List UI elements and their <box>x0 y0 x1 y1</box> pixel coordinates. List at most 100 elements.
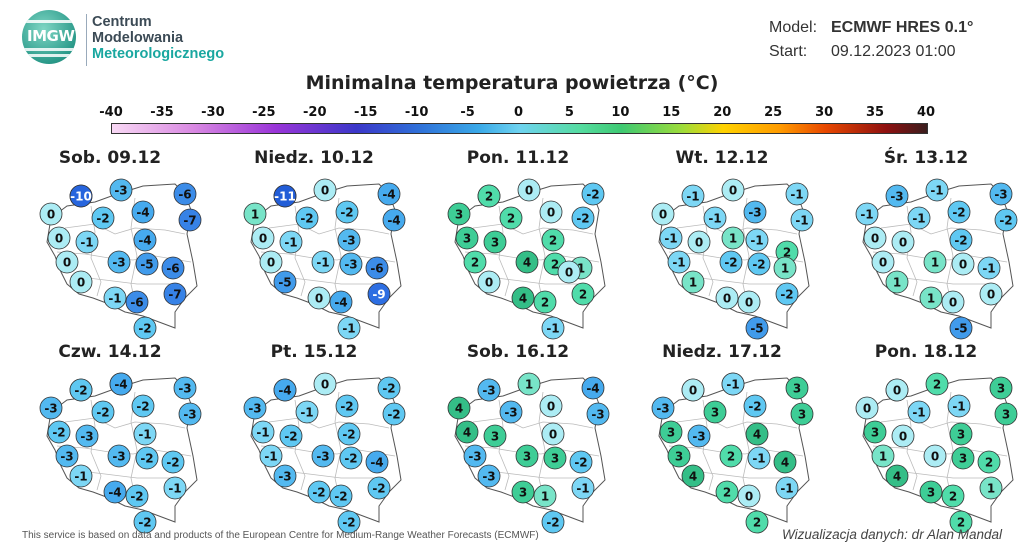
station-marker <box>785 376 809 400</box>
station-temperature: 1 <box>525 378 533 392</box>
station-marker <box>907 400 931 424</box>
station-marker <box>337 228 361 252</box>
station-marker <box>919 286 943 310</box>
voivodeship-border <box>880 223 1002 235</box>
scale-tick-label: 25 <box>764 105 783 120</box>
station-temperature: 1 <box>893 276 901 290</box>
station-marker <box>977 450 1001 474</box>
station-temperature: -3 <box>60 450 73 464</box>
station-marker <box>477 184 501 208</box>
station-marker <box>91 400 115 424</box>
day-title: Pt. 15.12 <box>270 342 358 362</box>
station-temperature: -4 <box>108 486 121 500</box>
station-temperature: 0 <box>723 292 731 306</box>
station-marker <box>979 282 1003 306</box>
day-title: Wt. 12.12 <box>675 148 769 168</box>
station-marker <box>989 182 1013 206</box>
station-temperature: -2 <box>140 452 153 466</box>
station-temperature: 0 <box>315 292 323 306</box>
station-marker <box>382 402 406 426</box>
station-marker <box>133 316 157 340</box>
logo-line-2: Modelowania <box>92 30 184 46</box>
map-title: Minimalna temperatura powietrza (°C) <box>305 72 719 94</box>
station-marker <box>178 402 202 426</box>
station-temperature: 2 <box>551 258 559 272</box>
station-marker <box>365 256 389 280</box>
station-marker <box>313 372 337 396</box>
station-marker <box>103 480 127 504</box>
station-marker <box>925 372 949 396</box>
station-temperature: 2 <box>727 450 735 464</box>
station-temperature: 0 <box>689 384 697 398</box>
station-marker <box>790 208 814 232</box>
station-marker <box>979 476 1003 500</box>
station-marker <box>273 378 297 402</box>
voivodeship-border <box>472 223 594 235</box>
station-marker <box>515 250 539 274</box>
station-marker <box>571 206 595 230</box>
station-marker <box>747 252 771 276</box>
station-temperature: 0 <box>987 288 995 302</box>
station-temperature: -1 <box>284 236 297 250</box>
station-marker <box>855 396 879 420</box>
station-temperature: -4 <box>278 384 291 398</box>
station-marker <box>163 476 187 500</box>
station-marker <box>75 424 99 448</box>
station-temperature: 0 <box>321 184 329 198</box>
station-marker <box>533 290 557 314</box>
scale-tick-label: -15 <box>353 105 378 120</box>
station-temperature: -2 <box>138 322 151 336</box>
station-temperature: 2 <box>485 190 493 204</box>
station-temperature: -2 <box>999 214 1012 228</box>
model-value: ECMWF HRES 0.1° <box>831 19 974 36</box>
station-temperature: 3 <box>675 450 683 464</box>
station-temperature: -2 <box>312 486 325 500</box>
station-marker <box>69 270 93 294</box>
day-title: Niedz. 17.12 <box>662 342 782 362</box>
station-temperature: 1 <box>541 490 549 504</box>
station-temperature: 0 <box>659 208 667 222</box>
station-marker <box>541 316 565 340</box>
station-temperature: -3 <box>278 470 291 484</box>
author-credit: Wizualizacja danych: dr Alan Mandal <box>782 527 1002 542</box>
station-marker <box>703 206 727 230</box>
station-temperature: -2 <box>344 452 357 466</box>
station-temperature: 2 <box>471 256 479 270</box>
scale-tick-label: -30 <box>201 105 225 120</box>
station-marker <box>163 282 187 306</box>
station-temperature: -9 <box>372 288 385 302</box>
station-temperature: 3 <box>793 382 801 396</box>
station-marker <box>923 250 947 274</box>
station-marker <box>273 184 297 208</box>
station-temperature: -3 <box>44 402 57 416</box>
station-temperature: -3 <box>482 384 495 398</box>
station-temperature: -3 <box>178 382 191 396</box>
poland-map: -3 -1 -3-1 -1 -2-20 0 -20 1 0 -111 00-5 <box>855 178 1018 340</box>
station-temperature: -1 <box>860 208 873 222</box>
station-marker <box>477 464 501 488</box>
station-marker <box>135 252 159 276</box>
logo-line-1: Centrum <box>92 14 152 30</box>
day-panel: Sob. 09.12-1-3-60-2-4-70-1-40-3-5-60-1-6… <box>5 148 215 348</box>
scale-tick-label: 0 <box>513 105 524 120</box>
station-temperature: -2 <box>130 490 143 504</box>
station-marker <box>499 400 523 424</box>
station-marker <box>329 290 353 314</box>
station-marker <box>109 178 133 202</box>
station-marker <box>511 286 535 310</box>
station-marker <box>477 270 501 294</box>
station-temperature: 0 <box>949 296 957 310</box>
station-temperature: 2 <box>507 212 515 226</box>
station-temperature: 3 <box>798 408 806 422</box>
station-temperature: -3 <box>316 450 329 464</box>
station-temperature: 2 <box>933 378 941 392</box>
station-marker <box>483 230 507 254</box>
station-marker <box>667 444 691 468</box>
voivodeship-border <box>880 417 1002 429</box>
station-temperature: -3 <box>80 430 93 444</box>
station-temperature: -2 <box>52 426 65 440</box>
station-temperature: 2 <box>985 456 993 470</box>
